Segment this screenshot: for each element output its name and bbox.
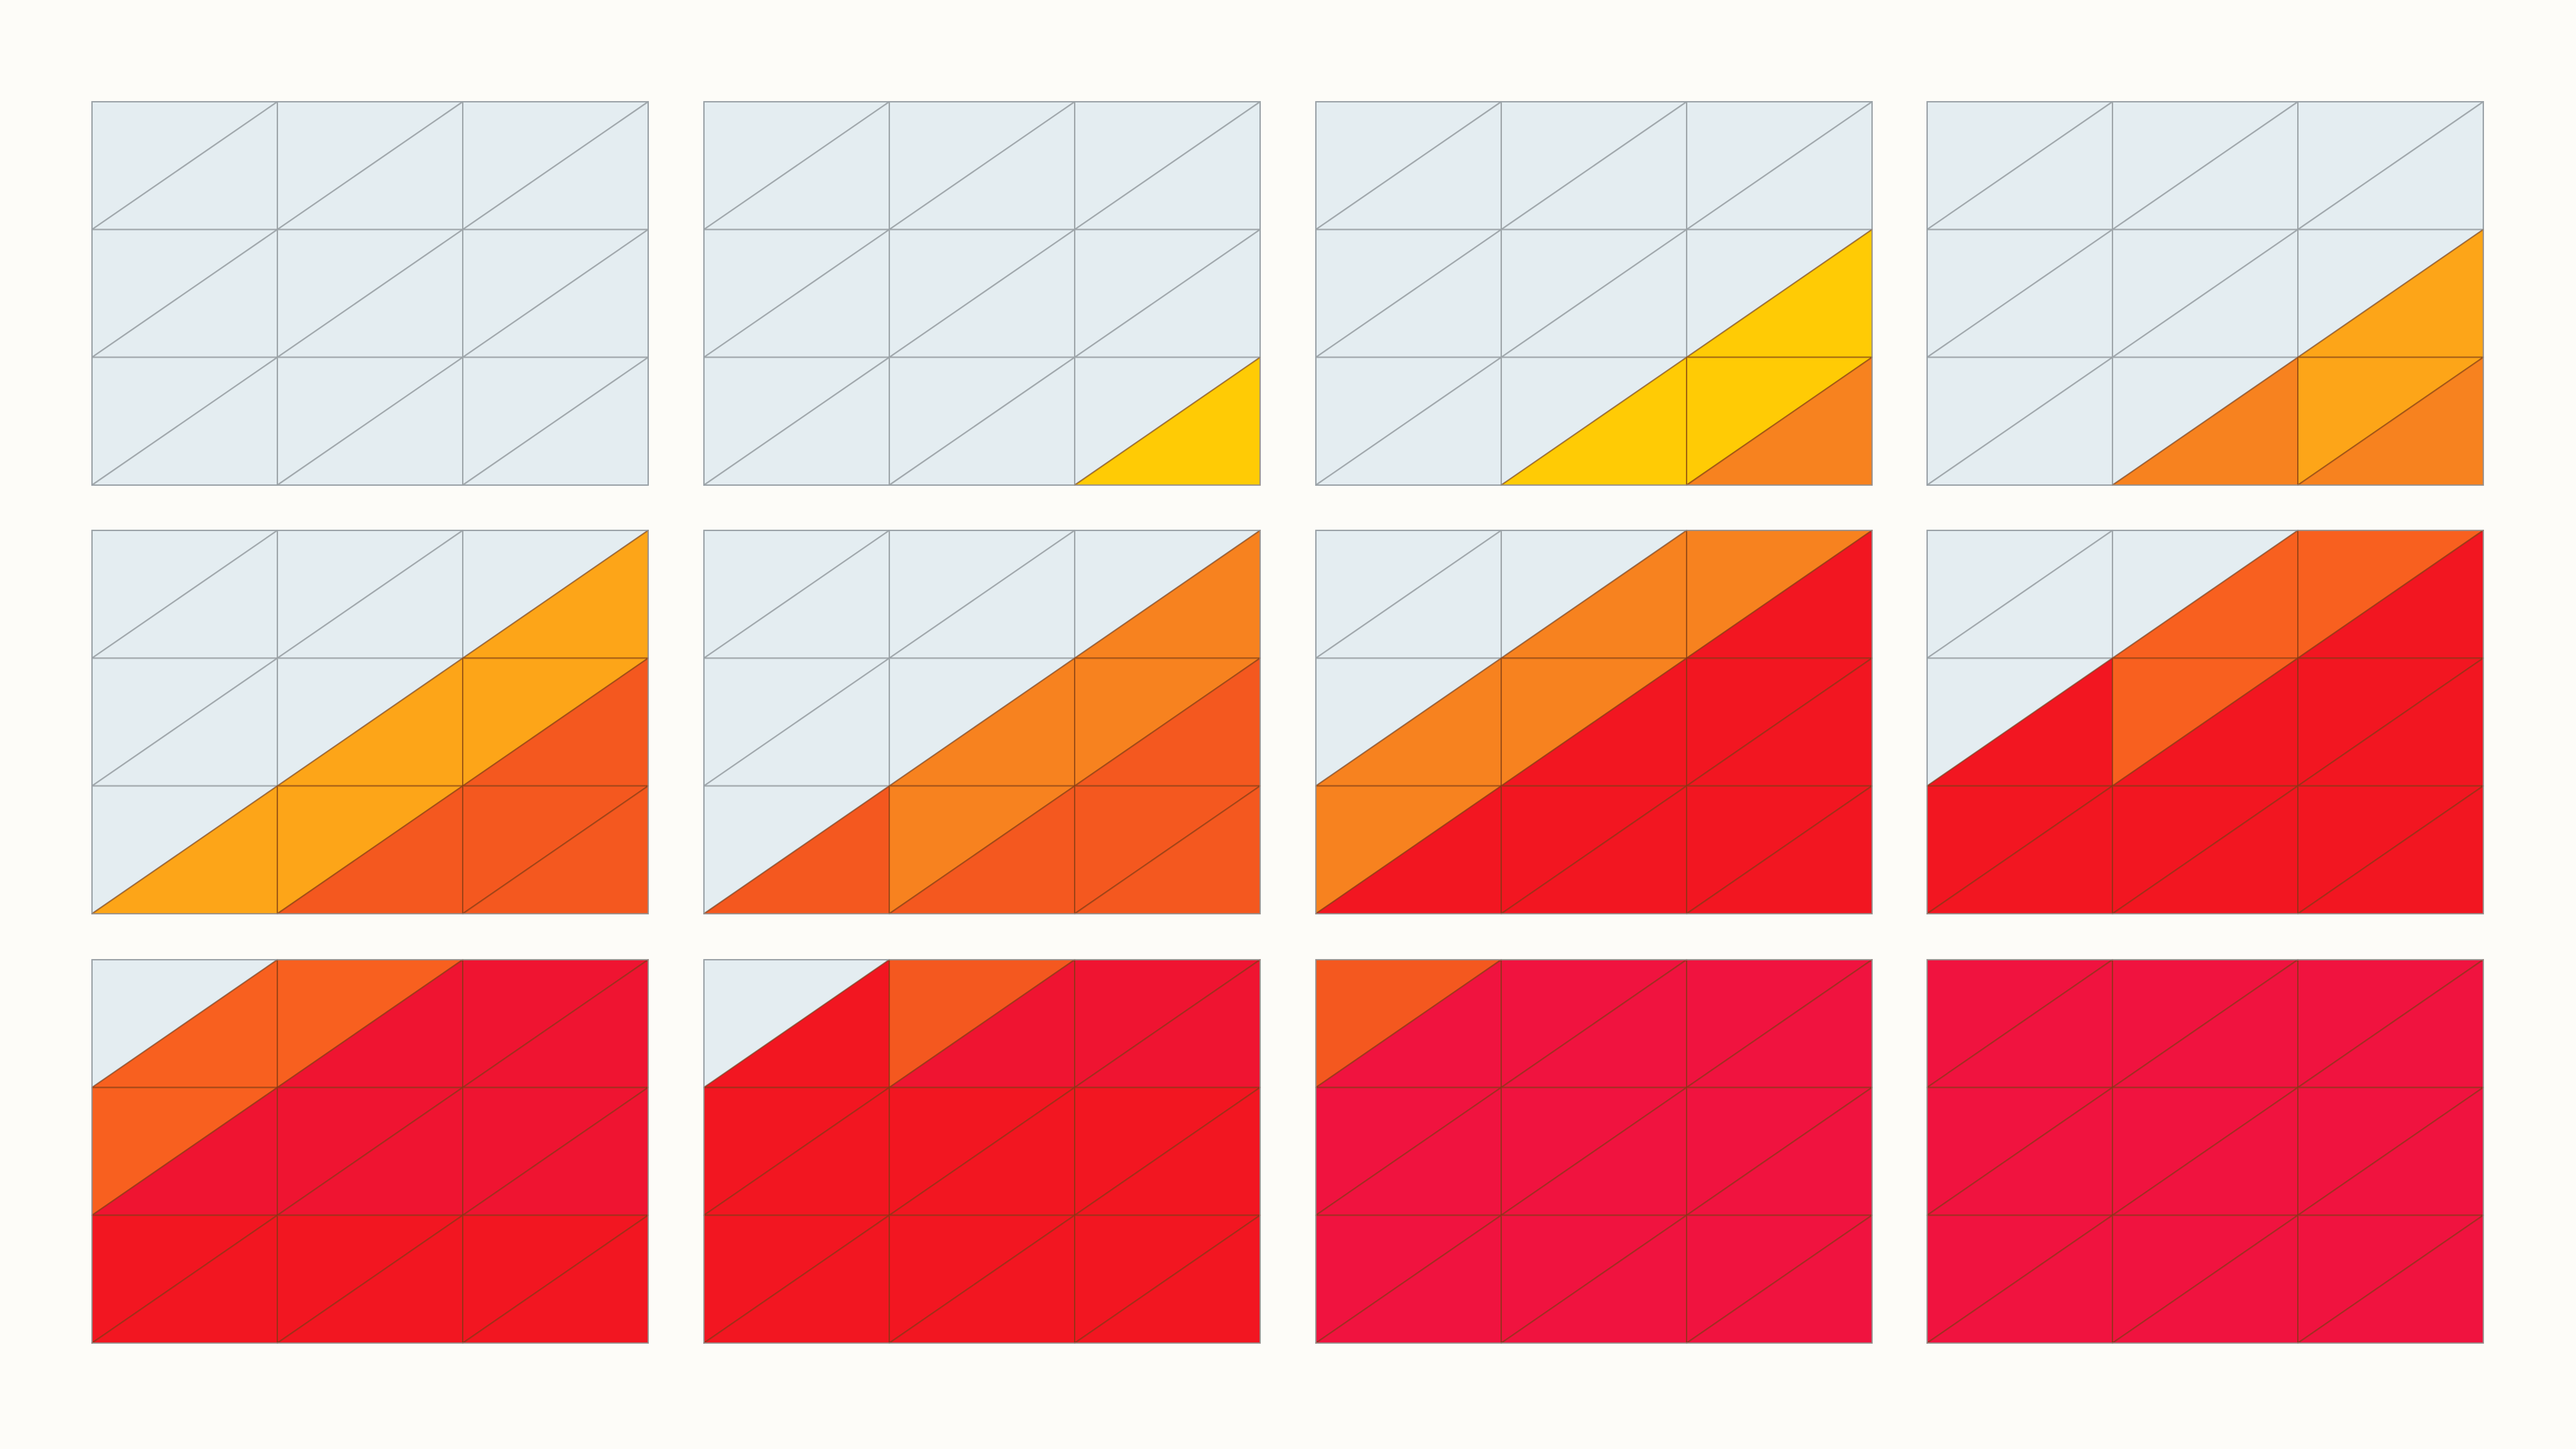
panel-border xyxy=(91,959,649,1344)
panel-border xyxy=(703,959,1261,1344)
panel-border xyxy=(91,101,649,486)
panel-step-1 xyxy=(91,101,649,486)
panel-border xyxy=(703,530,1261,914)
panel-border xyxy=(1926,959,2484,1344)
panel-step-10 xyxy=(703,959,1261,1344)
panel-step-5 xyxy=(91,530,649,914)
panel-border xyxy=(1315,101,1873,486)
panel-step-8 xyxy=(1926,530,2484,914)
panel-step-4 xyxy=(1926,101,2484,486)
panel-border xyxy=(1315,530,1873,914)
panel-step-6 xyxy=(703,530,1261,914)
panel-border xyxy=(1926,101,2484,486)
panel-border xyxy=(1315,959,1873,1344)
panel-step-11 xyxy=(1315,959,1873,1344)
panel-border xyxy=(703,101,1261,486)
panel-step-3 xyxy=(1315,101,1873,486)
panel-border xyxy=(91,530,649,914)
panel-step-7 xyxy=(1315,530,1873,914)
panel-border xyxy=(1926,530,2484,914)
panel-step-9 xyxy=(91,959,649,1344)
panel-step-12 xyxy=(1926,959,2484,1344)
panel-step-2 xyxy=(703,101,1261,486)
